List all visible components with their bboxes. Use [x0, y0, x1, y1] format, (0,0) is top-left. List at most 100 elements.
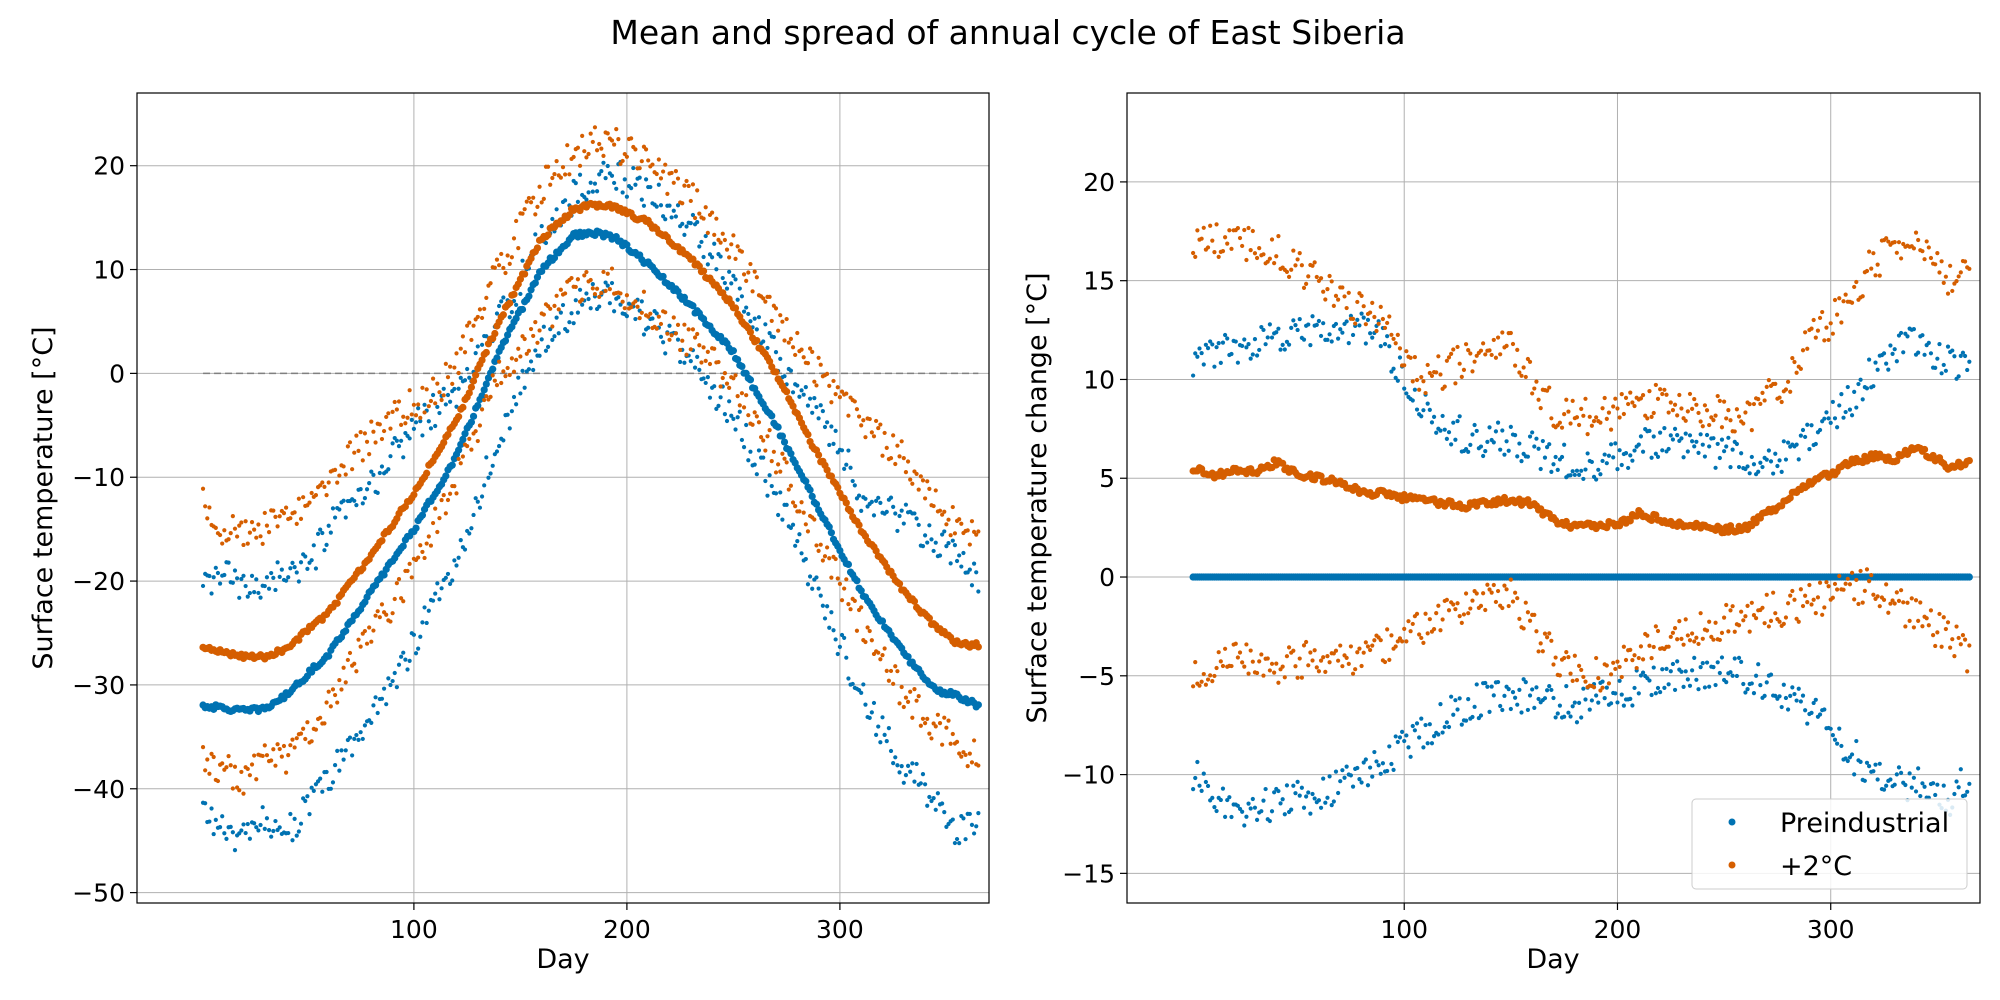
right-preindustrial-lower-point: [1551, 695, 1556, 701]
left-preindustrial-upper-point: [680, 221, 685, 226]
right-warming-lower-point: [1547, 631, 1552, 636]
right-warming-lower-point: [1214, 665, 1219, 671]
right-preindustrial-upper-point: [1852, 389, 1857, 394]
right-warming-upper-point: [1628, 390, 1633, 395]
right-warming-lower-point: [1683, 617, 1688, 622]
left-warming-upper-point: [341, 464, 346, 469]
right-warming-lower-point: [1387, 657, 1392, 663]
right-warming-upper-point: [1585, 432, 1590, 437]
right-warming-upper-point: [1446, 355, 1452, 360]
left-preindustrial-upper-point: [720, 275, 725, 281]
right-warming-lower-point: [1504, 587, 1509, 592]
left-warming-lower-point: [963, 752, 968, 758]
right-preindustrial-upper-point: [1768, 459, 1774, 464]
left-preindustrial-upper-point: [539, 223, 544, 229]
right-warming-upper-point: [1828, 321, 1833, 326]
left-preindustrial-upper-point: [933, 540, 938, 545]
right-warming-upper-point: [1594, 415, 1599, 420]
right-preindustrial-lower-point: [1734, 673, 1739, 679]
left-preindustrial-lower-point: [835, 651, 840, 657]
left-warming-upper-point: [462, 350, 468, 355]
right-preindustrial-lower-point: [1675, 659, 1680, 664]
left-warming-lower-point: [448, 491, 453, 496]
left-preindustrial-upper-point: [903, 502, 909, 507]
right-warming-upper-point: [1655, 396, 1661, 402]
left-preindustrial-mean-point: [825, 523, 833, 531]
left-warming-upper-point: [488, 281, 493, 286]
right-preindustrial-upper-point: [1937, 341, 1942, 347]
left-preindustrial-lower-point: [976, 811, 981, 816]
left-warming-upper-point: [918, 474, 923, 479]
left-warming-upper-point: [237, 523, 242, 528]
right-preindustrial-lower-point: [1536, 696, 1541, 702]
right-warming-upper-point: [1764, 384, 1769, 390]
right-preindustrial-lower-point: [1736, 655, 1742, 660]
left-preindustrial-upper-point: [891, 504, 896, 510]
left-warming-upper-point: [599, 146, 604, 151]
left-preindustrial-lower-point: [354, 732, 359, 738]
left-preindustrial-lower-point: [822, 616, 828, 621]
left-warming-upper-point: [254, 535, 259, 540]
left-warming-upper-point: [731, 233, 736, 238]
left-warming-upper-point: [450, 381, 455, 387]
right-preindustrial-lower-point: [1425, 741, 1430, 746]
right-preindustrial-upper-point: [1421, 408, 1426, 413]
right-warming-upper-point: [1246, 225, 1251, 231]
right-warming-upper-point: [1378, 304, 1383, 309]
right-warming-upper-point: [1849, 300, 1855, 305]
left-preindustrial-lower-point: [816, 586, 821, 591]
right-preindustrial-lower-point: [1459, 722, 1464, 727]
right-preindustrial-lower-point: [1913, 789, 1919, 794]
right-warming-lower-point: [1869, 572, 1874, 578]
right-warming-upper-point: [1532, 386, 1537, 391]
left-preindustrial-lower-point: [718, 395, 723, 400]
left-preindustrial-upper-point: [609, 173, 615, 178]
right-preindustrial-lower-point: [1363, 757, 1368, 762]
left-warming-upper-point: [577, 163, 583, 168]
left-preindustrial-lower-point: [899, 764, 904, 769]
left-warming-lower-point: [722, 371, 727, 376]
left-preindustrial-lower-point: [646, 325, 651, 330]
right-preindustrial-lower-point: [1916, 766, 1921, 771]
left-preindustrial-upper-point: [305, 566, 310, 571]
right-preindustrial-upper-point: [1240, 343, 1245, 349]
left-warming-upper-point: [812, 379, 817, 384]
right-warming-upper-point: [1864, 268, 1870, 274]
left-warming-upper-point: [863, 435, 868, 440]
right-warming-upper-point: [1715, 393, 1720, 399]
left-preindustrial-upper-point: [876, 495, 881, 500]
left-preindustrial-lower-point: [797, 532, 802, 537]
right-warming-lower-point: [1692, 639, 1697, 644]
right-preindustrial-lower-point: [1338, 779, 1343, 784]
right-preindustrial-upper-point: [1589, 459, 1594, 465]
left-preindustrial-lower-point: [273, 818, 278, 824]
left-warming-upper-point: [309, 490, 314, 496]
right-preindustrial-upper-point: [1958, 353, 1963, 359]
right-preindustrial-lower-point: [1436, 732, 1441, 737]
left-preindustrial-upper-point: [290, 560, 295, 566]
left-preindustrial-lower-point: [362, 723, 368, 728]
right-preindustrial-upper-point: [1756, 469, 1761, 474]
left-warming-upper-point: [937, 508, 943, 513]
left-preindustrial-upper-point: [925, 540, 930, 545]
left-warming-mean-point: [472, 371, 480, 379]
right-warming-lower-point: [1913, 598, 1919, 603]
left-preindustrial-lower-point: [569, 311, 574, 316]
left-warming-lower-point: [878, 657, 883, 662]
right-warming-upper-point: [1527, 359, 1533, 364]
legend-warming-marker: [1728, 861, 1736, 869]
right-warming-upper-point: [1289, 267, 1294, 272]
left-x-axis-label: Day: [536, 944, 589, 975]
right-warming-upper-point: [1244, 257, 1249, 263]
left-warming-lower-point: [499, 380, 504, 386]
left-preindustrial-lower-point: [469, 526, 474, 531]
right-warming-lower-point: [1434, 611, 1439, 616]
right-warming-lower-point: [1653, 624, 1658, 629]
right-warming-upper-point: [1216, 254, 1221, 259]
left-preindustrial-lower-point: [254, 825, 259, 830]
right-preindustrial-upper-point: [1967, 359, 1972, 364]
left-preindustrial-lower-point: [727, 399, 732, 404]
right-preindustrial-upper-point: [1685, 449, 1690, 454]
left-warming-upper-point: [424, 387, 429, 392]
